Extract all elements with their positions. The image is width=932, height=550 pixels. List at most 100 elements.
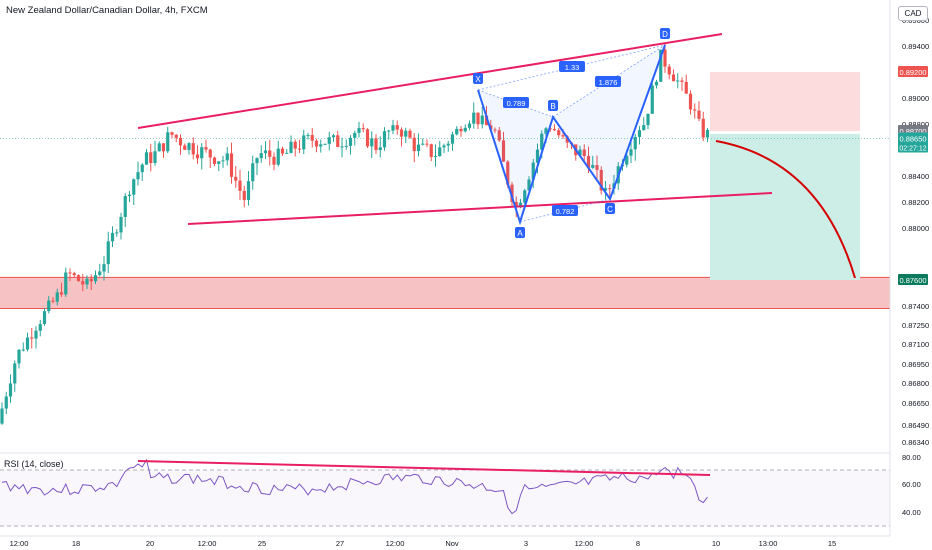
candle-body — [21, 349, 25, 351]
candle-body — [586, 156, 591, 168]
candle-body — [13, 363, 17, 384]
time-tick-label: Nov — [445, 539, 459, 548]
candle-body — [306, 135, 310, 137]
candle-body — [480, 115, 484, 125]
harmonic-ratio-label: 0.789 — [507, 99, 526, 108]
candle-body — [153, 151, 157, 164]
candle-body — [663, 49, 667, 67]
price-tick-label: 0.87250 — [902, 321, 929, 330]
price-tick-label: 0.89000 — [902, 94, 929, 103]
candle-body — [506, 161, 510, 185]
chart-title: New Zealand Dollar/Canadian Dollar, 4h, … — [6, 5, 208, 16]
candle-body — [136, 172, 140, 180]
rsi-tick-label: 80.00 — [902, 453, 921, 462]
candle-body — [671, 74, 676, 82]
candle-body — [200, 147, 204, 159]
candle-body — [705, 129, 710, 138]
candle-body — [263, 150, 268, 154]
candle-body — [238, 180, 242, 191]
candle-body — [591, 165, 595, 168]
candle-body — [433, 156, 438, 158]
harmonic-ratio-badge — [595, 76, 621, 87]
candle-body — [527, 179, 531, 191]
candle-body — [455, 128, 459, 135]
candle-body — [438, 147, 442, 157]
candle-body — [183, 145, 187, 150]
price-tick-label: 0.86650 — [902, 399, 929, 408]
candle-body — [212, 157, 217, 164]
candle-body — [370, 138, 374, 147]
candle-body — [119, 216, 123, 233]
rsi-band-fill — [0, 470, 890, 526]
harmonic-xab-fill — [478, 90, 553, 222]
candle-body — [310, 135, 314, 141]
harmonic-point-badge — [605, 203, 615, 214]
candle-body — [476, 112, 480, 125]
candle-body — [144, 152, 149, 165]
harmonic-point-badge — [660, 28, 670, 39]
candle-body — [408, 130, 412, 138]
last-price-tag — [898, 132, 928, 153]
candle-body — [404, 130, 408, 137]
harmonic-point-badge — [515, 227, 525, 238]
candle-body — [382, 131, 387, 148]
candle-body — [293, 141, 297, 149]
candle-body — [497, 130, 501, 141]
price-tick-label: 0.88000 — [902, 224, 929, 233]
candle-body — [76, 275, 81, 282]
candle-body — [323, 143, 327, 145]
candle-body — [459, 128, 463, 132]
candle-body — [531, 162, 535, 180]
candle-body — [331, 135, 336, 138]
candle-body — [599, 169, 603, 191]
candle-body — [688, 93, 693, 110]
candle-body — [608, 188, 612, 190]
currency-button[interactable]: CAD — [898, 6, 928, 21]
candle-body — [701, 118, 705, 138]
countdown-label: 02:27:12 — [899, 146, 926, 153]
time-tick-label: 12:00 — [386, 539, 405, 548]
harmonic-point-label: X — [475, 75, 481, 84]
candle-body — [472, 112, 476, 124]
candle-body — [450, 134, 455, 144]
price-tick-label: 0.87100 — [902, 340, 929, 349]
harmonic-point-label: C — [607, 205, 613, 214]
candle-body — [361, 128, 365, 130]
candle-body — [140, 164, 144, 173]
time-tick-label: 12:00 — [10, 539, 29, 548]
candle-body — [59, 292, 64, 295]
time-tick-label: 25 — [258, 539, 266, 548]
candle-body — [38, 324, 42, 331]
candle-body — [102, 264, 106, 272]
harmonic-bcd-fill — [553, 45, 665, 199]
candle-body — [225, 153, 229, 161]
candle-body — [463, 127, 467, 132]
candle-body — [348, 137, 353, 146]
candle-body — [268, 150, 272, 157]
candle-body — [280, 148, 285, 154]
time-tick-label: 27 — [336, 539, 344, 548]
target-price-tag — [898, 274, 928, 285]
candle-body — [132, 179, 136, 195]
harmonic-point-badge — [548, 100, 558, 111]
candle-body — [378, 147, 382, 151]
rsi-pane — [0, 452, 890, 527]
candle-body — [98, 271, 102, 276]
time-tick-label: 20 — [146, 539, 154, 548]
candle-body — [251, 163, 255, 182]
candle-body — [493, 129, 497, 131]
candle-body — [0, 408, 4, 424]
harmonic-point-label: D — [662, 30, 668, 39]
rsi-divergence-line — [137, 460, 711, 476]
price-tick-label: 0.88200 — [902, 198, 929, 207]
candle-body — [178, 137, 183, 146]
candle-body — [285, 152, 289, 154]
rsi-title: RSI (14, close) — [4, 459, 64, 469]
candle-body — [289, 141, 293, 153]
candle-body — [582, 149, 586, 157]
candle-body — [208, 149, 212, 158]
time-tick-label: 13:00 — [759, 539, 778, 548]
candle-body — [302, 135, 306, 150]
